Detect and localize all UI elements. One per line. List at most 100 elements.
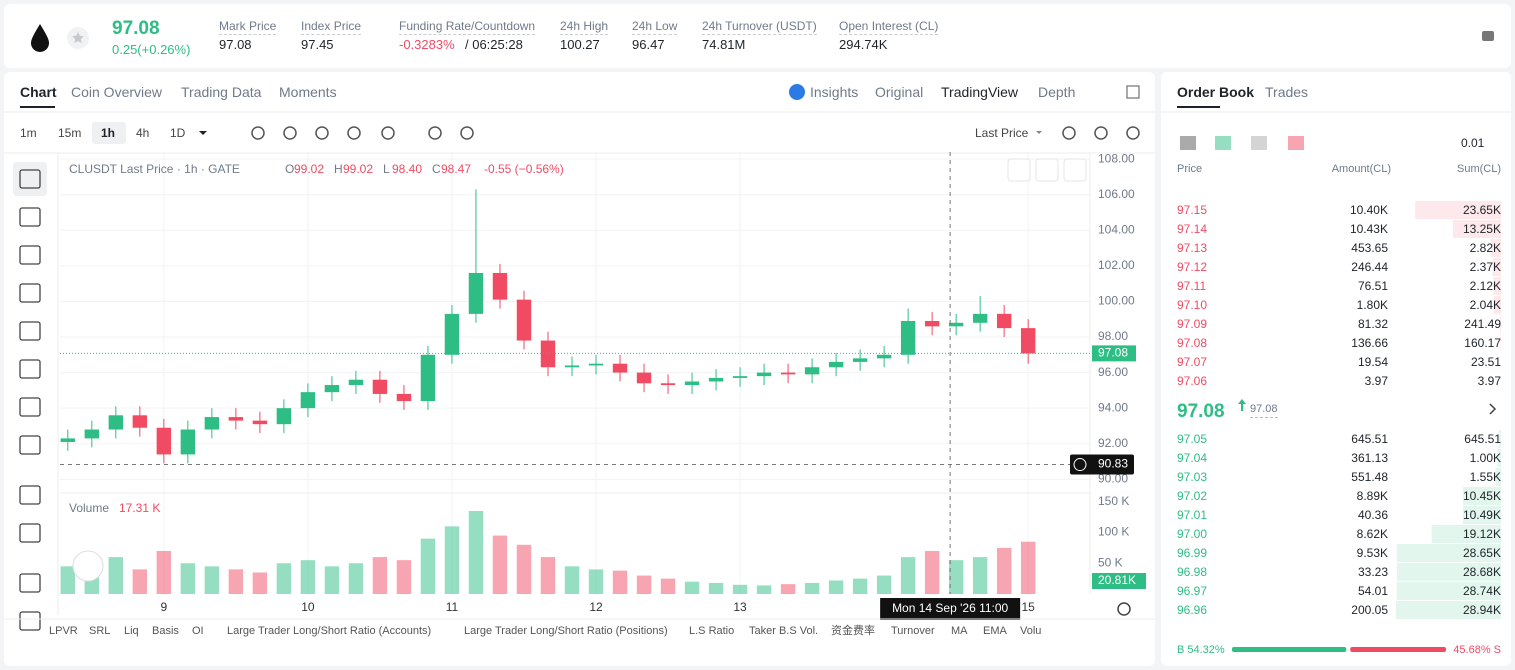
fullscreen-icon	[1126, 85, 1140, 99]
volume-tick-label: 100 K	[1098, 525, 1129, 539]
last-price: 97.08	[112, 18, 160, 39]
favorite[interactable]	[66, 26, 90, 50]
volume-bar	[612, 570, 628, 594]
sum: 1.55K	[1469, 470, 1501, 484]
candle-body	[60, 438, 76, 442]
drawing-tool[interactable]	[19, 169, 41, 189]
interval[interactable]: 1h	[101, 126, 116, 140]
chart-tab[interactable]: Trading Data	[181, 84, 262, 100]
sum: 2.12K	[1469, 279, 1501, 293]
ob-tab[interactable]: Trades	[1265, 84, 1309, 100]
toolbar-icon[interactable]	[428, 126, 442, 140]
drawing-tool[interactable]	[19, 485, 41, 505]
indicator[interactable]: MA	[951, 625, 968, 637]
chart-tab[interactable]: Chart	[20, 84, 57, 100]
volume-bar	[972, 557, 988, 594]
chart-control[interactable]	[1035, 158, 1059, 182]
candle-body	[540, 340, 556, 368]
view-tab[interactable]: Original	[875, 84, 924, 100]
interval[interactable]: 4h	[136, 126, 150, 140]
drawing-tool[interactable]	[19, 523, 41, 543]
amount: 8.62K	[1356, 527, 1388, 541]
candle-body	[684, 381, 700, 386]
chart-control[interactable]	[1063, 158, 1087, 182]
candle-body	[564, 365, 580, 368]
indicator[interactable]: 资金费率	[831, 625, 875, 637]
indicator[interactable]: Large Trader Long/Short Ratio (Accounts)	[227, 625, 432, 637]
settings-icon[interactable]	[1117, 602, 1131, 616]
indicator[interactable]: Basis	[152, 625, 179, 637]
amount: 136.66	[1351, 336, 1388, 350]
toolbar-icon[interactable]	[1126, 126, 1140, 140]
chart-tab[interactable]: Moments	[279, 84, 337, 100]
ob-tab[interactable]: Order Book	[1177, 84, 1255, 100]
indicator[interactable]: Liq	[124, 625, 139, 637]
interval[interactable]: 15m	[58, 126, 82, 140]
volume-bar	[60, 566, 76, 594]
drawing-tool[interactable]	[19, 283, 41, 303]
chart-tab[interactable]: Coin Overview	[71, 84, 163, 100]
toolbar-icon[interactable]	[315, 126, 329, 140]
indicator[interactable]: Large Trader Long/Short Ratio (Positions…	[464, 625, 668, 637]
amount: 10.43K	[1349, 222, 1388, 236]
view-mode[interactable]	[1215, 136, 1231, 150]
last-price-tag	[1092, 345, 1136, 362]
indicator[interactable]: Turnover	[891, 625, 935, 637]
indicator[interactable]: SRL	[89, 625, 111, 637]
interval[interactable]: 1D	[170, 126, 186, 140]
legend-value: 98.40	[392, 162, 422, 176]
drawing-tool[interactable]	[19, 435, 41, 455]
indicator[interactable]: L.S Ratio	[689, 625, 735, 637]
legend-value: 98.47	[441, 162, 471, 176]
coin-icon	[31, 24, 49, 52]
toolbar-icon[interactable]	[1094, 126, 1108, 140]
indicator[interactable]: LPVR	[49, 625, 78, 637]
drawing-tool[interactable]	[19, 611, 41, 631]
stat-value: 100.27	[560, 37, 600, 52]
volume-tick-label: 150 K	[1098, 494, 1129, 508]
toolbar-icon[interactable]	[460, 126, 474, 140]
sum: 28.74K	[1462, 584, 1501, 598]
view-tab[interactable]: Depth	[1038, 84, 1076, 100]
view-tab[interactable]: TradingView	[941, 84, 1019, 100]
view-tab[interactable]: Insights	[810, 84, 859, 100]
volume-bar	[492, 535, 508, 594]
y-tick-label: 108.00	[1098, 151, 1135, 165]
indicator[interactable]: OI	[192, 625, 204, 637]
amount: 453.65	[1351, 241, 1388, 255]
toolbar-icon[interactable]	[1062, 126, 1076, 140]
price-type[interactable]: Last Price	[975, 126, 1029, 140]
drawing-tool[interactable]	[19, 397, 41, 417]
precision[interactable]: 0.01	[1461, 136, 1485, 150]
depth-bar	[1396, 582, 1501, 600]
candle-body	[132, 415, 148, 428]
depth-bar	[1500, 315, 1501, 333]
toolbar-icon[interactable]	[283, 126, 297, 140]
indicator[interactable]: Taker B.S Vol.	[749, 625, 819, 637]
candle-body	[108, 415, 124, 430]
drawing-tool[interactable]	[19, 573, 41, 593]
drawing-tool[interactable]	[19, 207, 41, 227]
candle-body	[276, 408, 292, 425]
drawing-tool[interactable]	[19, 321, 41, 341]
chevron[interactable]	[1489, 403, 1497, 415]
view-mode[interactable]	[1251, 136, 1267, 150]
chart-control[interactable]	[1007, 158, 1031, 182]
drawing-tool[interactable]	[19, 245, 41, 265]
toolbar-icon[interactable]	[347, 126, 361, 140]
view-mode[interactable]	[1180, 136, 1196, 150]
sum: 2.82K	[1469, 241, 1501, 255]
drawing-tool[interactable]	[19, 359, 41, 379]
view-mode[interactable]	[1288, 136, 1304, 150]
indicator[interactable]: Volu	[1020, 625, 1042, 637]
price: 97.09	[1177, 317, 1208, 331]
menu-icon[interactable]	[1480, 28, 1496, 44]
indicator[interactable]: EMA	[983, 625, 1007, 637]
add-alert[interactable]	[1073, 458, 1087, 472]
amount: 54.01	[1357, 584, 1388, 598]
depth-bar	[1452, 220, 1501, 238]
interval[interactable]: 1m	[20, 126, 37, 140]
toolbar-icon[interactable]	[251, 126, 265, 140]
toolbar-icon[interactable]	[381, 126, 395, 140]
stat-value: 74.81M	[702, 37, 746, 52]
